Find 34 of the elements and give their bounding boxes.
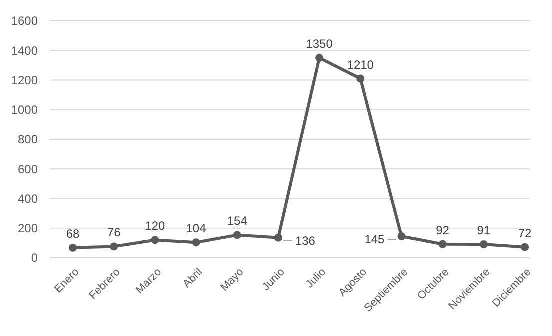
point — [316, 54, 324, 62]
y-tick-label: 1000 — [11, 103, 38, 118]
point — [151, 236, 160, 244]
data-label: 92 — [436, 223, 450, 238]
point — [233, 231, 242, 240]
y-tick-label: 0 — [31, 251, 38, 266]
data-label: 154 — [227, 214, 248, 228]
y-tick-label: 200 — [18, 222, 38, 236]
point — [274, 234, 282, 242]
data-label: 91 — [477, 224, 491, 238]
data-label: 68 — [66, 226, 80, 241]
point — [438, 240, 447, 248]
point — [398, 232, 406, 241]
point — [69, 244, 77, 252]
data-label: 1210 — [347, 58, 374, 72]
y-tick-label: 400 — [18, 192, 38, 206]
data-label: 145 — [364, 232, 386, 247]
y-tick-label: 1600 — [11, 14, 38, 28]
data-label: 104 — [186, 222, 207, 236]
point — [356, 74, 365, 83]
y-tick-label: 600 — [18, 162, 38, 176]
point — [521, 243, 529, 252]
data-label: 136 — [295, 234, 316, 248]
point — [110, 242, 118, 251]
y-tick-label: 1200 — [11, 73, 38, 88]
point — [480, 240, 488, 249]
data-label: 72 — [518, 226, 532, 240]
data-label: 120 — [145, 219, 166, 234]
data-label: 76 — [107, 226, 122, 240]
point — [192, 238, 200, 247]
data-label: 1350 — [306, 37, 334, 52]
x-tick-label: Julio — [304, 266, 328, 291]
y-tick-label: 1400 — [11, 44, 38, 58]
y-tick-label: 800 — [18, 132, 38, 147]
